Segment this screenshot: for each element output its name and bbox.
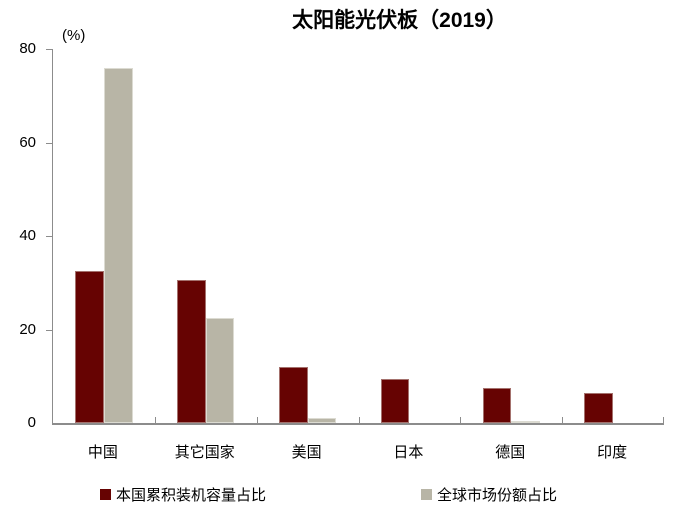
y-tick-label: 40 [19, 227, 36, 244]
x-category-label: 德国 [495, 444, 526, 461]
y-tick-label: 60 [19, 133, 36, 151]
x-category-label: 中国 [87, 444, 118, 461]
bar-domestic [380, 378, 410, 423]
legend-swatch-gray [421, 489, 432, 500]
x-tick-mark [562, 417, 564, 423]
x-tick-mark [154, 417, 156, 423]
chart-title: 太阳能光伏板（2019） [292, 9, 507, 32]
y-tick-label: 80 [19, 40, 36, 57]
x-category-label: 其它国家 [174, 444, 235, 461]
x-category-label: 印度 [597, 444, 628, 461]
legend-label: 全球市场份额占比 [437, 487, 558, 504]
bar-global [103, 67, 133, 423]
legend-item-domestic-capacity: 本国累积装机容量占比 [100, 484, 266, 505]
x-category-label: 美国 [291, 444, 322, 461]
y-tick-mark [46, 236, 52, 237]
legend-item-global-share: 全球市场份额占比 [421, 484, 557, 505]
x-tick-mark [358, 417, 360, 423]
x-category-label: 日本 [393, 444, 424, 461]
y-tick-mark [46, 49, 52, 50]
x-tick-mark [663, 417, 664, 423]
bar-domestic [278, 366, 308, 423]
bar-global [307, 418, 337, 423]
y-tick-mark [46, 329, 52, 331]
y-tick-mark [46, 142, 52, 144]
x-tick-mark [460, 417, 462, 423]
bar-domestic [482, 387, 512, 423]
legend-label: 本国累积装机容量占比 [116, 487, 267, 504]
plot-area [52, 49, 664, 425]
y-tick-label: 0 [27, 414, 36, 431]
legend-swatch-dark-red [100, 489, 111, 500]
bar-domestic [177, 280, 206, 423]
bar-global [511, 421, 540, 423]
y-tick-label: 20 [19, 320, 36, 338]
y-axis-unit-label: (%) [62, 27, 86, 44]
bar-domestic [75, 271, 104, 423]
bar-domestic [584, 392, 614, 423]
x-tick-mark [256, 417, 258, 423]
bar-global [205, 317, 235, 423]
